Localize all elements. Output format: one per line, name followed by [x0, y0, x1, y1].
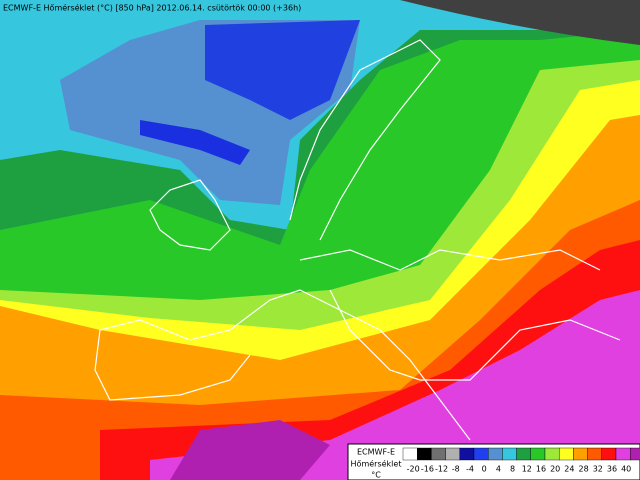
legend-variable: Hőmérséklet [351, 459, 402, 469]
legend-tick-label: 20 [550, 465, 560, 474]
coldest-region [140, 120, 250, 165]
legend-tick-label: -20 [407, 465, 420, 474]
outside-domain [400, 0, 640, 45]
legend-swatch [587, 447, 602, 461]
coastline [99, 289, 471, 441]
legend-swatch [516, 447, 531, 461]
map-title: ECMWF-E Hőmérséklet (°C) [850 hPa] 2012.… [3, 3, 301, 13]
legend-swatch [630, 447, 640, 461]
hottest-region [150, 290, 640, 480]
legend-tick-label: 16 [536, 465, 546, 474]
legend-tick-label: -4 [466, 465, 474, 474]
legend-tick-label: -16 [421, 465, 434, 474]
coastline [149, 179, 231, 251]
legend-tick-label: -8 [452, 465, 460, 474]
hottest-region [170, 420, 330, 480]
legend-unit: °C [371, 471, 381, 480]
legend-tick-label: -12 [435, 465, 448, 474]
legend-swatch [559, 447, 574, 461]
legend-tick-label: 24 [564, 465, 574, 474]
legend-swatch [573, 447, 588, 461]
legend-swatch [431, 447, 446, 461]
legend-tick-label: 12 [522, 465, 532, 474]
legend-swatch [473, 447, 489, 461]
legend-swatch [445, 447, 461, 461]
legend-swatch [615, 447, 631, 461]
legend-tick-label: 32 [593, 465, 603, 474]
legend-swatch [601, 447, 617, 461]
legend-model: ECMWF-E [357, 448, 395, 457]
legend-tick-label: 28 [579, 465, 589, 474]
coastline [289, 39, 441, 241]
legend-swatch [502, 447, 517, 461]
legend-tick-label: 36 [607, 465, 617, 474]
coldest-region [205, 20, 360, 120]
border [299, 249, 601, 271]
legend-swatch [402, 447, 418, 461]
legend-swatch [488, 447, 503, 461]
legend-tick-label: 0 [482, 465, 487, 474]
legend-tick-label: 40 [621, 465, 631, 474]
legend: ECMWF-E Hőmérséklet °C -20 -16 -12 -8 -4 0 4 8 1… [347, 443, 640, 480]
legend-swatch [544, 447, 560, 461]
legend-tick-label: 4 [496, 465, 501, 474]
legend-swatch [530, 447, 546, 461]
coastline [94, 329, 251, 401]
legend-tick-label: 8 [510, 465, 515, 474]
border [329, 289, 621, 381]
legend-swatch [459, 447, 475, 461]
legend-swatch [417, 447, 432, 461]
